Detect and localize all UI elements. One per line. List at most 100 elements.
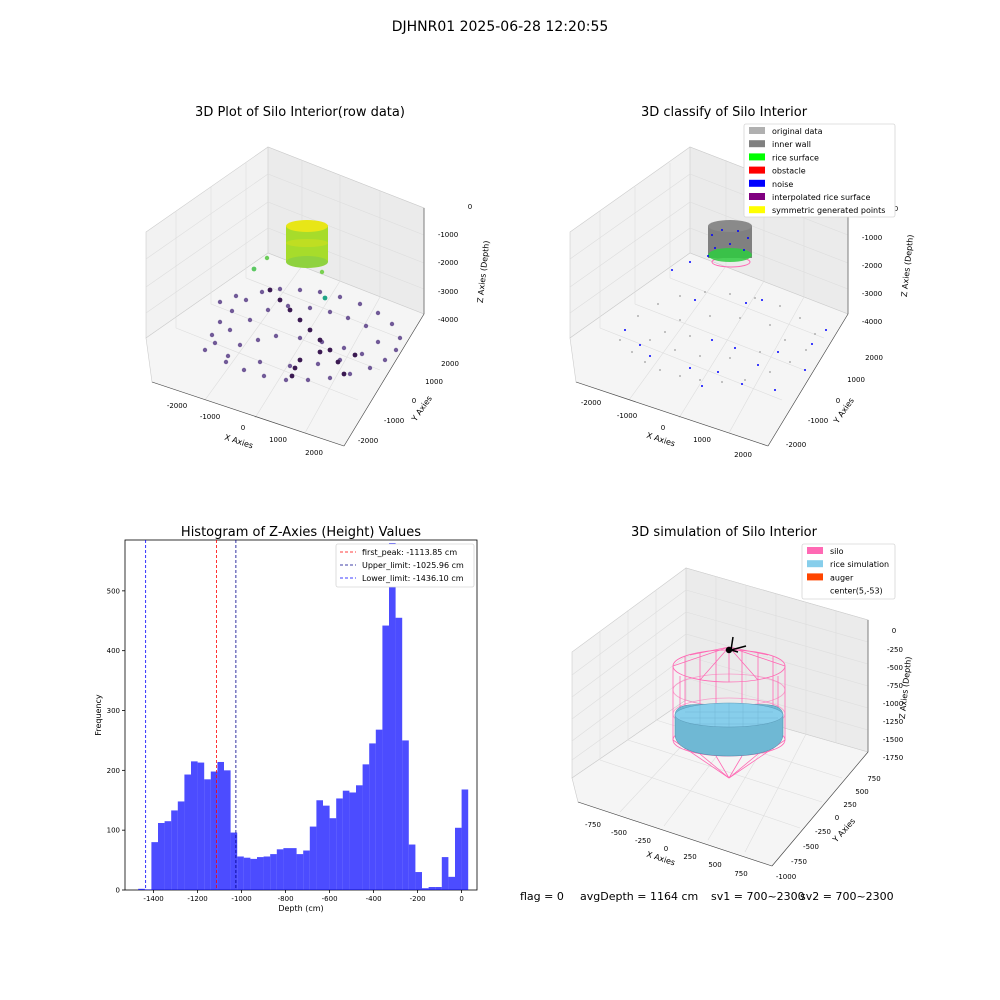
- simulation-legend-swatch: [807, 586, 823, 594]
- classify-legend-label: rice surface: [772, 153, 819, 162]
- histogram-bar: [362, 764, 370, 890]
- classify-original-points: [619, 291, 816, 383]
- simulation-legend-swatch: [807, 560, 823, 568]
- simulation-xtick: 500: [708, 861, 721, 869]
- raw-xtick: -1000: [200, 413, 220, 421]
- simulation-legend-label: silo: [830, 547, 844, 556]
- figure-suptitle: DJHNR01 2025-06-28 12:20:55: [392, 19, 609, 35]
- histogram-bar: [290, 848, 297, 890]
- histogram-bar: [303, 850, 310, 890]
- histogram-ytick-label: 400: [107, 647, 120, 655]
- histogram-bar: [171, 810, 178, 890]
- panel-histogram: Histogram of Z-Axies (Height) Values -14…: [94, 525, 478, 913]
- histogram-bar: [191, 761, 198, 890]
- histogram-bar: [422, 888, 429, 890]
- simulation-legend-swatch: [807, 547, 823, 554]
- histogram-ytick-label: 300: [107, 707, 120, 715]
- simulation-ztick: -250: [887, 646, 903, 654]
- raw-ztick: -2000: [438, 259, 458, 267]
- histogram-bar: [197, 762, 205, 890]
- histogram-legend-label: first_peak: -1113.85 cm: [362, 548, 457, 557]
- classify-xtick: 0: [661, 424, 665, 432]
- classify-ytick: 2000: [865, 354, 883, 362]
- histogram-bar: [349, 792, 356, 890]
- simulation-xtick: -250: [635, 837, 651, 845]
- raw-xtick: 0: [241, 424, 245, 432]
- classify-ztick: 0: [894, 205, 898, 213]
- histogram-bar: [204, 779, 211, 890]
- raw-zlabel: Z Axies (Depth): [476, 240, 492, 303]
- simulation-xtick: -750: [585, 821, 601, 829]
- simulation-legend-label: auger: [830, 573, 854, 582]
- classify-legend-swatch: [749, 179, 765, 187]
- raw-axes-box: [145, 146, 425, 447]
- classify-legend-swatch: [749, 140, 765, 148]
- simulation-tick-labels: -750 -500 -250 0 250 500 750 -1000 -750 …: [585, 627, 903, 881]
- classify-legend-label: original data: [772, 127, 823, 136]
- simulation-ytick: 0: [835, 814, 839, 822]
- classify-legend-swatch: [749, 193, 765, 200]
- histogram-ytick-label: 200: [107, 767, 120, 775]
- classify-legend-swatch: [749, 206, 765, 214]
- classify-ytick: -1000: [808, 417, 828, 425]
- raw-points: [202, 220, 403, 383]
- raw-ytick: -1000: [384, 417, 404, 425]
- simulation-ztick: -500: [887, 664, 903, 672]
- raw-ztick: -4000: [438, 316, 458, 324]
- status-sv2: sv2 = 700~2300: [800, 890, 894, 903]
- histogram-xtick-label: -200: [410, 895, 426, 903]
- histogram-bar: [283, 848, 290, 890]
- simulation-ztick: -750: [887, 682, 903, 690]
- panel-classify: 3D classify of Silo Interior: [569, 105, 915, 459]
- histogram-bar: [296, 854, 304, 890]
- histogram-title: Histogram of Z-Axies (Height) Values: [181, 525, 421, 540]
- histogram-xtick-label: -1000: [231, 895, 251, 903]
- histogram-bar: [177, 801, 185, 890]
- histogram-bar: [309, 826, 317, 890]
- histogram-xtick-label: -600: [322, 895, 338, 903]
- histogram-bar: [230, 832, 238, 890]
- simulation-legend: silo rice simulation auger center(5,-53): [801, 543, 896, 600]
- histogram-xtick-label: -400: [366, 895, 382, 903]
- histogram-xtick-label: -1400: [143, 895, 163, 903]
- simulation-ytick: -750: [791, 858, 807, 866]
- panel-simulation: 3D simulation of Silo Interior: [571, 525, 913, 881]
- histogram-bar: [151, 842, 158, 890]
- histogram-bar: [408, 844, 416, 890]
- histogram-xticks: -1400 -1200 -1000 -800 -600 -400 -200 0: [143, 890, 464, 903]
- raw-xlabel: X Axies: [223, 433, 254, 451]
- simulation-xtick: 750: [734, 870, 747, 878]
- histogram-ylabel: Frequency: [94, 694, 103, 736]
- histogram-legend-label: Lower_limit: -1436.10 cm: [362, 574, 464, 583]
- classify-silo-cluster: [707, 220, 752, 268]
- simulation-ztick: -1500: [883, 736, 903, 744]
- histogram-bar: [356, 785, 363, 890]
- classify-legend-swatch: [749, 127, 765, 134]
- simulation-xtick: -500: [611, 829, 627, 837]
- histogram-bar: [217, 761, 224, 890]
- status-flag: flag = 0: [520, 890, 564, 903]
- histogram-legend: first_peak: -1113.85 cm Upper_limit: -102…: [335, 543, 475, 588]
- histogram-bar: [435, 887, 442, 890]
- simulation-rice-surface: [674, 702, 784, 757]
- histogram-bar: [224, 770, 231, 890]
- histogram-bar: [415, 872, 422, 890]
- histogram-bar: [342, 790, 350, 890]
- simulation-ytick: -1000: [776, 873, 796, 881]
- raw-ztick: 0: [468, 203, 472, 211]
- histogram-bar: [389, 542, 396, 890]
- histogram-bar: [243, 857, 251, 890]
- raw-floor-arc: [267, 287, 358, 379]
- histogram-bar: [395, 617, 403, 890]
- classify-ytick: -2000: [786, 441, 806, 449]
- histogram-bar: [382, 625, 389, 890]
- histogram-bar: [270, 854, 277, 890]
- classify-ztick: -4000: [862, 318, 882, 326]
- simulation-legend-swatch: [807, 573, 823, 581]
- histogram-bar: [323, 805, 330, 890]
- histogram-bars: [138, 542, 469, 890]
- simulation-ztick: 0: [892, 627, 896, 635]
- histogram-bar: [210, 771, 218, 890]
- raw-ztick: -1000: [438, 231, 458, 239]
